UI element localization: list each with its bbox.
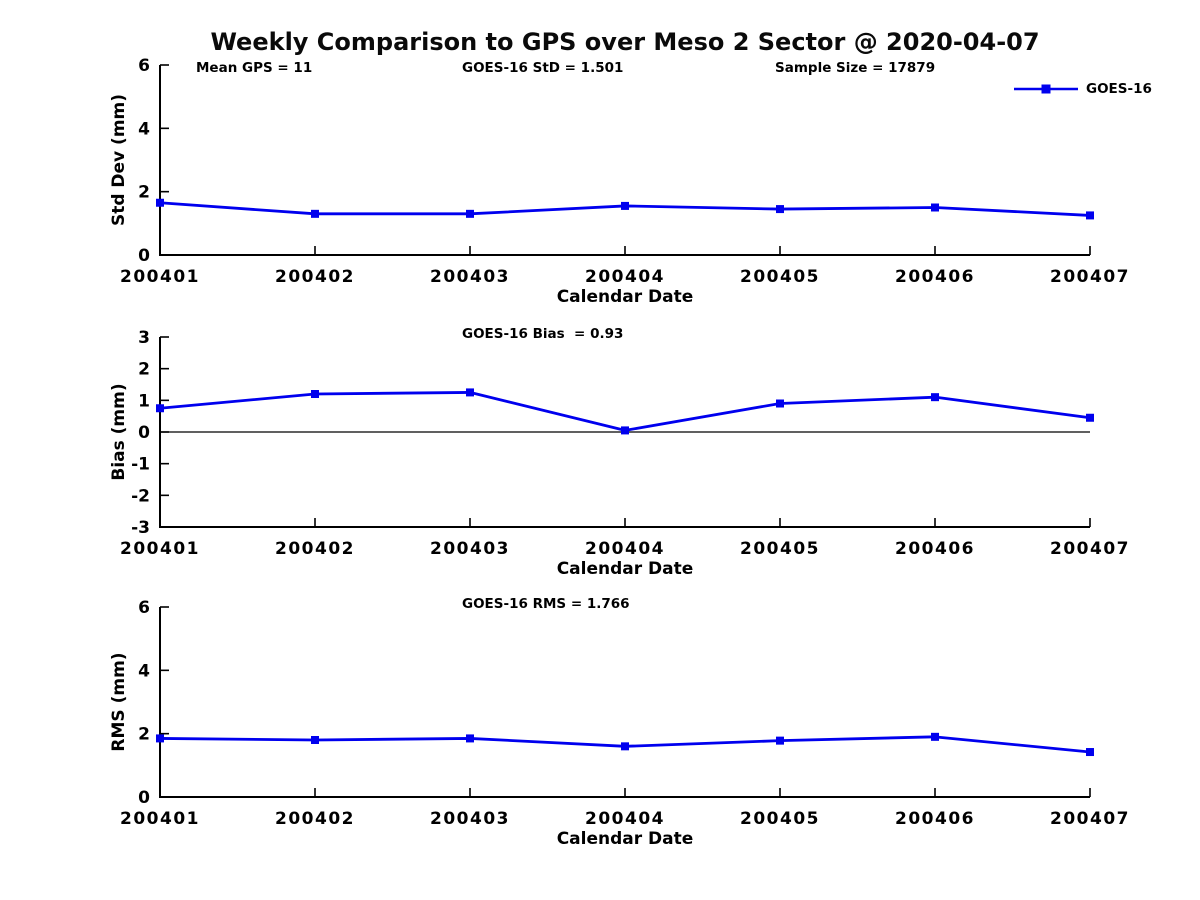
x-tick-label: 200401 <box>120 267 200 287</box>
x-tick-label: 200407 <box>1050 809 1130 829</box>
x-tick-label: 200407 <box>1050 267 1130 287</box>
stat-goes16-std: GOES-16 StD = 1.501 <box>462 60 624 76</box>
data-point-marker <box>466 388 474 397</box>
data-point-marker <box>466 734 474 743</box>
x-tick-label: 200404 <box>585 539 665 559</box>
y-tick-label: -2 <box>131 486 150 506</box>
series-line-goes-16 <box>159 391 1091 432</box>
subplot-2: -3 -2 -1 0 1 2 3 200401 200402 200403 200404 200405… <box>120 328 1130 559</box>
x-tick-label: 200402 <box>275 809 355 829</box>
x-tick-label: 200406 <box>895 539 975 559</box>
data-point-marker <box>931 732 939 741</box>
legend-line-marker-icon <box>1014 84 1078 94</box>
x-tick-label: 200401 <box>120 809 200 829</box>
x-tick-label: 200403 <box>430 539 510 559</box>
x-tick-label: 200404 <box>585 267 665 287</box>
x-tick-label: 200405 <box>740 267 820 287</box>
x-tick-label: 200403 <box>430 809 510 829</box>
data-point-marker <box>156 404 164 413</box>
subplot-bias-header: GOES-16 Bias = 0.93 <box>462 326 624 342</box>
data-point-marker <box>621 426 629 435</box>
y-tick-label: 0 <box>138 246 150 266</box>
legend: GOES-16 <box>1013 81 1152 97</box>
data-point-marker <box>621 742 629 751</box>
figure-title: Weekly Comparison to GPS over Meso 2 Sec… <box>210 28 1040 56</box>
stat-mean-gps: Mean GPS = 11 <box>196 60 313 76</box>
x-tick-label: 200406 <box>895 809 975 829</box>
subplot-rms-header: GOES-16 RMS = 1.766 <box>462 596 630 612</box>
data-point-marker <box>311 209 319 218</box>
data-point-marker <box>156 734 164 743</box>
axes-spines <box>159 65 1090 256</box>
data-point-marker <box>931 393 939 402</box>
data-point-marker <box>931 203 939 212</box>
x-tick-label: 200407 <box>1050 539 1130 559</box>
stat-sample-size: Sample Size = 17879 <box>775 60 936 76</box>
data-point-marker <box>776 205 784 214</box>
subplot-3: 0 2 4 6 200401 200402 200403 200404 200405 200406… <box>120 598 1130 829</box>
y-tick-label: 6 <box>138 598 150 618</box>
data-point-marker <box>1086 211 1094 220</box>
y-tick-label: 6 <box>138 56 150 76</box>
y-tick-label: 2 <box>138 360 150 380</box>
y-tick-label: 4 <box>138 661 150 681</box>
y-tick-label: 4 <box>138 119 150 139</box>
data-point-marker <box>776 399 784 408</box>
y-tick-label: -1 <box>131 455 150 475</box>
y-axis-label-bias: Bias (mm) <box>109 383 129 481</box>
data-point-marker <box>621 201 629 210</box>
y-tick-label: 3 <box>138 328 150 348</box>
data-point-marker <box>311 390 319 398</box>
y-tick-label: 1 <box>138 391 150 411</box>
legend-series-label: GOES-16 <box>1086 81 1152 97</box>
x-tick-label: 200404 <box>585 809 665 829</box>
x-tick-label: 200402 <box>275 267 355 287</box>
data-point-marker <box>466 209 474 218</box>
y-tick-label: 0 <box>138 423 150 443</box>
x-tick-label: 200403 <box>430 267 510 287</box>
axes-spines <box>159 607 1090 798</box>
y-tick-label: -3 <box>131 518 150 538</box>
y-axis-label-stddev: Std Dev (mm) <box>109 93 129 227</box>
x-axis-label-stddev: Calendar Date <box>556 287 694 307</box>
data-point-marker <box>156 198 164 207</box>
data-point-marker <box>1086 748 1094 757</box>
y-tick-label: 2 <box>138 183 150 203</box>
x-tick-label: 200405 <box>740 809 820 829</box>
x-tick-label: 200401 <box>120 539 200 559</box>
subplot-1: 0 2 4 6 200401 200402 200403 200404 200405 200406… <box>120 56 1130 287</box>
y-tick-label: 0 <box>138 788 150 808</box>
x-tick-label: 200405 <box>740 539 820 559</box>
x-tick-label: 200402 <box>275 539 355 559</box>
y-axis-label-rms: RMS (mm) <box>109 652 129 752</box>
data-point-marker <box>1086 413 1094 422</box>
x-axis-label-rms: Calendar Date <box>556 829 694 849</box>
data-point-marker <box>311 736 319 744</box>
y-tick-label: 2 <box>138 725 150 745</box>
x-axis-label-bias: Calendar Date <box>556 559 694 579</box>
data-point-marker <box>776 736 784 745</box>
x-tick-label: 200406 <box>895 267 975 287</box>
